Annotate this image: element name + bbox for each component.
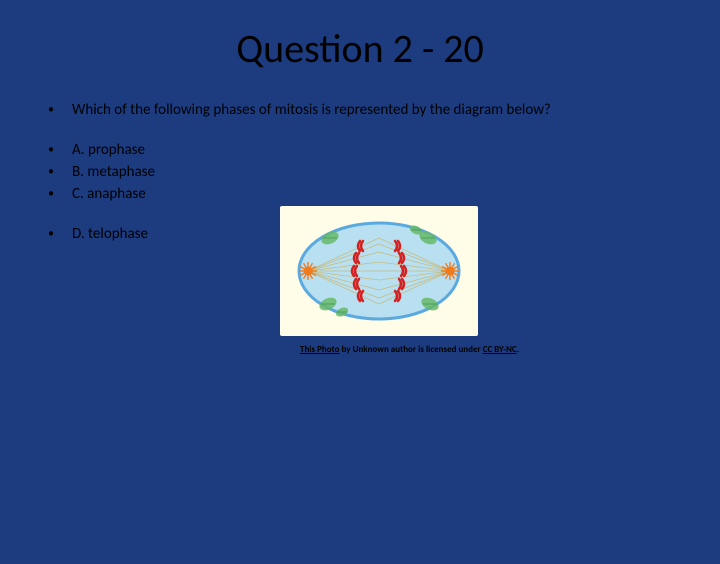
option-c-text: C. anaphase [72,185,680,203]
attribution-link-photo[interactable]: This Photo [300,344,339,355]
attribution-mid: by Unknown author is licensed under [339,344,482,355]
cell-svg [294,216,464,326]
image-attribution: This Photo by Unknown author is licensed… [300,344,519,355]
option-b-row: • B. metaphase [48,163,680,181]
question-row: • Which of the following phases of mitos… [48,101,680,119]
bullet-icon: • [48,101,72,119]
option-a-text: A. prophase [72,141,680,159]
option-b-text: B. metaphase [72,163,680,181]
option-c-row: • C. anaphase [48,185,680,203]
bullet-icon: • [48,225,72,243]
bullet-icon: • [48,185,72,203]
bullet-icon: • [48,141,72,159]
slide-title: Question 2 - 20 [0,24,720,73]
option-a-row: • A. prophase [48,141,680,159]
question-text: Which of the following phases of mitosis… [72,101,680,119]
bullet-icon: • [48,163,72,181]
attribution-link-license[interactable]: CC BY-NC [483,344,517,355]
mitosis-diagram [280,206,478,336]
